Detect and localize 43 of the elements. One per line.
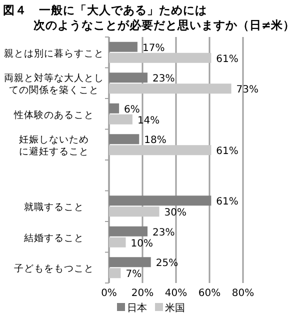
bar [109, 72, 148, 83]
y-tick-label: 就職すること [24, 201, 84, 214]
y-tick-label: 妊娠しないために避妊すること [19, 134, 89, 158]
y-tick-label: 両親と対等な大人としての関係を築くこと [4, 72, 104, 96]
y-tick-label: 性体験のあること [13, 108, 94, 121]
x-tick-label: 0% [101, 288, 117, 299]
legend-label: 米国 [165, 302, 185, 314]
bar [109, 206, 160, 217]
x-tick-label: 60% [198, 288, 221, 299]
data-label: 73% [236, 84, 259, 96]
bar [109, 103, 120, 114]
bar [109, 268, 121, 278]
data-label: 6% [124, 104, 140, 116]
x-tick-label: 20% [131, 288, 154, 299]
data-label: 17% [142, 42, 165, 54]
data-label: 7% [126, 269, 142, 280]
data-label: 30% [164, 208, 186, 219]
bar [109, 134, 140, 144]
data-label: 61% [216, 146, 238, 158]
bar [109, 196, 212, 206]
data-label: 18% [144, 135, 166, 146]
data-label: 23% [152, 74, 175, 85]
data-label: 23% [152, 227, 175, 238]
bar [109, 257, 151, 268]
bar [109, 145, 212, 156]
bar [109, 42, 138, 52]
data-label: 25% [156, 258, 178, 270]
bar [109, 84, 232, 94]
bar [109, 237, 126, 248]
y-tick-label: 親とは別に暮らすこと [4, 47, 104, 60]
x-tick-label: 40% [164, 288, 188, 299]
x-tick-label: 80% [232, 288, 254, 299]
data-label: 14% [137, 115, 160, 126]
chart-title: 図４ 一般に「大人である」ためには次のようなことが必要だと思いますか（日≠米） [3, 3, 295, 32]
bar [109, 226, 148, 236]
y-tick-label: 子どもをもつこと [14, 264, 94, 275]
data-label: 61% [216, 196, 238, 208]
bar [109, 52, 212, 63]
data-label: 10% [130, 238, 153, 250]
y-tick-label: 結婚すること [23, 232, 84, 244]
bar [109, 114, 132, 124]
data-label: 61% [216, 54, 238, 65]
legend-label: 日本 [127, 302, 147, 314]
